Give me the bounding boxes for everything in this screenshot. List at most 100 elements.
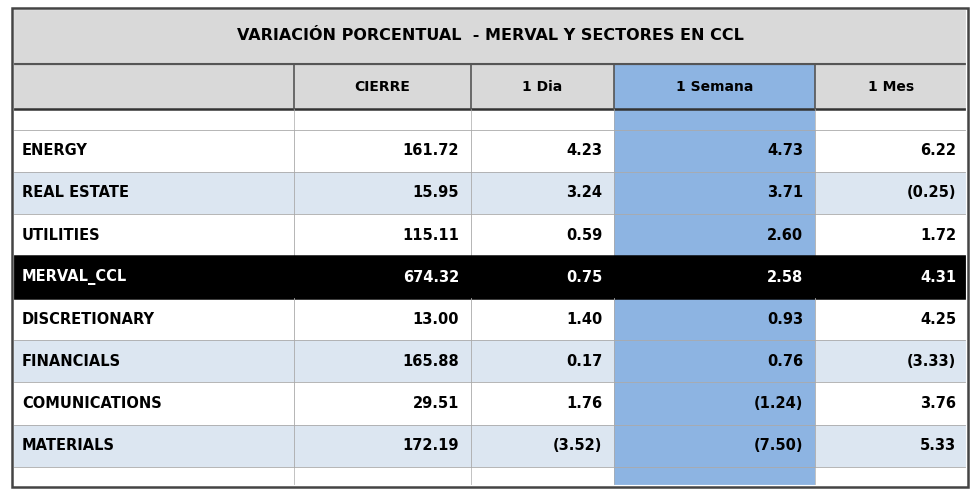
Text: ENERGY: ENERGY bbox=[22, 144, 87, 158]
Bar bbox=[815, 425, 968, 467]
Bar bbox=[294, 109, 470, 130]
Text: 3.76: 3.76 bbox=[920, 396, 956, 411]
Bar bbox=[12, 64, 294, 109]
Text: MERVAL_CCL: MERVAL_CCL bbox=[22, 269, 127, 285]
Bar bbox=[12, 214, 294, 256]
Bar bbox=[294, 172, 470, 214]
Bar bbox=[815, 214, 968, 256]
Bar bbox=[614, 109, 815, 130]
Bar bbox=[294, 341, 470, 383]
Bar bbox=[294, 256, 470, 298]
Bar bbox=[815, 256, 968, 298]
Text: (7.50): (7.50) bbox=[754, 438, 804, 453]
Bar bbox=[294, 383, 470, 425]
Bar bbox=[12, 8, 968, 64]
Text: 0.76: 0.76 bbox=[767, 354, 804, 369]
Bar bbox=[614, 298, 815, 341]
Bar bbox=[12, 467, 294, 487]
Text: (0.25): (0.25) bbox=[906, 186, 956, 200]
Bar bbox=[470, 214, 614, 256]
Text: 5.33: 5.33 bbox=[920, 438, 956, 453]
Bar bbox=[614, 383, 815, 425]
Text: 1.72: 1.72 bbox=[920, 228, 956, 243]
Text: 1 Dia: 1 Dia bbox=[522, 80, 563, 94]
Bar bbox=[12, 383, 294, 425]
Bar bbox=[470, 172, 614, 214]
Bar bbox=[470, 130, 614, 172]
Bar bbox=[614, 130, 815, 172]
Text: 0.59: 0.59 bbox=[566, 228, 603, 243]
Bar bbox=[614, 341, 815, 383]
Text: 13.00: 13.00 bbox=[413, 312, 459, 327]
Bar bbox=[815, 64, 968, 109]
Bar bbox=[470, 298, 614, 341]
Text: (1.24): (1.24) bbox=[754, 396, 804, 411]
Bar bbox=[12, 172, 294, 214]
Bar bbox=[12, 130, 294, 172]
Text: 161.72: 161.72 bbox=[403, 144, 459, 158]
Bar bbox=[815, 109, 968, 130]
Bar bbox=[614, 425, 815, 467]
Bar bbox=[815, 341, 968, 383]
Text: MATERIALS: MATERIALS bbox=[22, 438, 115, 453]
Text: CIERRE: CIERRE bbox=[355, 80, 411, 94]
Text: 0.17: 0.17 bbox=[566, 354, 603, 369]
Text: 29.51: 29.51 bbox=[413, 396, 459, 411]
Bar bbox=[470, 109, 614, 130]
Bar bbox=[815, 130, 968, 172]
Text: 1.76: 1.76 bbox=[566, 396, 603, 411]
Text: 165.88: 165.88 bbox=[403, 354, 459, 369]
Bar bbox=[815, 383, 968, 425]
Bar bbox=[815, 172, 968, 214]
Bar bbox=[12, 109, 294, 130]
Text: 2.60: 2.60 bbox=[767, 228, 804, 243]
Text: 1 Mes: 1 Mes bbox=[868, 80, 914, 94]
Bar bbox=[470, 341, 614, 383]
Bar bbox=[294, 298, 470, 341]
Text: (3.33): (3.33) bbox=[906, 354, 956, 369]
Text: REAL ESTATE: REAL ESTATE bbox=[22, 186, 128, 200]
Bar bbox=[294, 130, 470, 172]
Text: 2.58: 2.58 bbox=[767, 270, 804, 285]
Bar bbox=[815, 467, 968, 487]
Bar bbox=[470, 256, 614, 298]
Text: 172.19: 172.19 bbox=[403, 438, 459, 453]
Bar bbox=[470, 383, 614, 425]
Text: 674.32: 674.32 bbox=[403, 270, 459, 285]
Bar bbox=[470, 425, 614, 467]
Text: 115.11: 115.11 bbox=[402, 228, 459, 243]
Bar bbox=[614, 256, 815, 298]
Bar bbox=[470, 467, 614, 487]
Text: 0.75: 0.75 bbox=[566, 270, 603, 285]
Text: 0.93: 0.93 bbox=[767, 312, 804, 327]
Text: 3.24: 3.24 bbox=[566, 186, 603, 200]
Text: 6.22: 6.22 bbox=[920, 144, 956, 158]
Bar bbox=[614, 214, 815, 256]
Text: 1 Semana: 1 Semana bbox=[676, 80, 754, 94]
Bar bbox=[12, 425, 294, 467]
Text: VARIACIÓN PORCENTUAL  - MERVAL Y SECTORES EN CCL: VARIACIÓN PORCENTUAL - MERVAL Y SECTORES… bbox=[236, 28, 744, 44]
Text: 4.23: 4.23 bbox=[566, 144, 603, 158]
Bar bbox=[294, 64, 470, 109]
Bar bbox=[614, 467, 815, 487]
Bar bbox=[12, 341, 294, 383]
Bar bbox=[614, 64, 815, 109]
Bar bbox=[12, 256, 294, 298]
Text: FINANCIALS: FINANCIALS bbox=[22, 354, 121, 369]
Bar bbox=[614, 172, 815, 214]
Text: 4.31: 4.31 bbox=[920, 270, 956, 285]
Bar bbox=[815, 298, 968, 341]
Text: 4.25: 4.25 bbox=[920, 312, 956, 327]
Bar bbox=[294, 214, 470, 256]
Text: DISCRETIONARY: DISCRETIONARY bbox=[22, 312, 155, 327]
Text: 15.95: 15.95 bbox=[413, 186, 459, 200]
Text: 3.71: 3.71 bbox=[767, 186, 804, 200]
Bar bbox=[12, 298, 294, 341]
Text: 4.73: 4.73 bbox=[767, 144, 804, 158]
Bar bbox=[294, 425, 470, 467]
Text: UTILITIES: UTILITIES bbox=[22, 228, 100, 243]
Text: COMUNICATIONS: COMUNICATIONS bbox=[22, 396, 162, 411]
Bar bbox=[294, 467, 470, 487]
Text: (3.52): (3.52) bbox=[553, 438, 603, 453]
Text: 1.40: 1.40 bbox=[566, 312, 603, 327]
